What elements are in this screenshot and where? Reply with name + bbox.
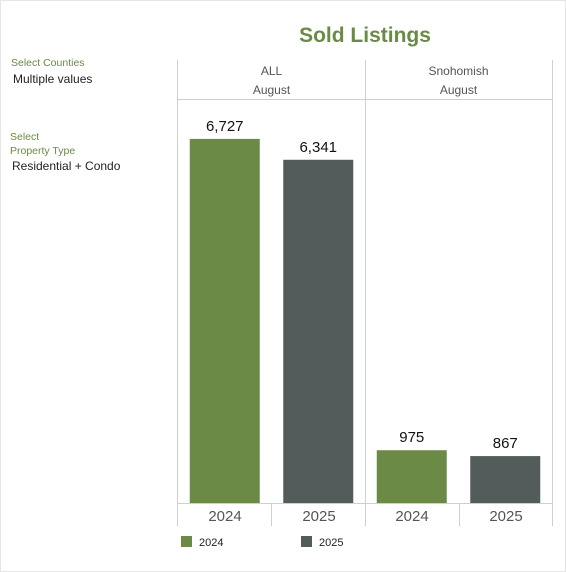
x-tick-all-2025: 2025 [302, 508, 336, 525]
bar-label-snohomish-2025: 867 [492, 435, 518, 453]
bar-label-snohomish-2024: 975 [399, 429, 425, 447]
x-axis-tick-divider-right [459, 503, 460, 526]
panel-snohomish-region-header: Snohomish [428, 64, 489, 78]
panel-snohomish-month-header: August [439, 83, 478, 97]
panel-all-month-header: August [252, 83, 291, 97]
bar-label-all-2025: 6,341 [299, 138, 338, 156]
property-type-filter-dropdown[interactable]: Residential + Condo [12, 159, 121, 173]
legend-entry-2025[interactable]: 2025 [319, 537, 344, 549]
legend-entry-2024[interactable]: 2024 [199, 537, 224, 549]
bar-label-all-2024: 6,727 [205, 117, 244, 135]
chart-title: Sold Listings [299, 24, 431, 47]
counties-filter-dropdown[interactable]: Multiple values [13, 72, 93, 86]
bar-all-2024[interactable] [189, 138, 260, 503]
bar-snohomish-2025[interactable] [470, 456, 541, 503]
header-divider [177, 99, 553, 100]
x-axis-tick-divider-left [271, 503, 272, 526]
panel-divider [365, 60, 366, 526]
property-type-filter-label-line1: Select [10, 131, 40, 143]
x-tick-snohomish-2025: 2025 [489, 508, 523, 525]
bar-snohomish-2024[interactable] [376, 450, 447, 503]
panel-all-region-header: ALL [260, 64, 283, 78]
x-tick-snohomish-2024: 2024 [395, 508, 429, 525]
panel-right-border [552, 60, 553, 526]
bar-all-2025[interactable] [283, 159, 354, 504]
x-tick-all-2024: 2024 [208, 508, 242, 525]
counties-filter-label: Select Counties [11, 57, 85, 69]
panel-left-border [177, 60, 178, 526]
x-axis-line [177, 503, 553, 504]
legend-swatch-2025 [301, 536, 312, 547]
property-type-filter-label-line2: Property Type [10, 145, 76, 157]
legend-swatch-2024 [181, 536, 192, 547]
